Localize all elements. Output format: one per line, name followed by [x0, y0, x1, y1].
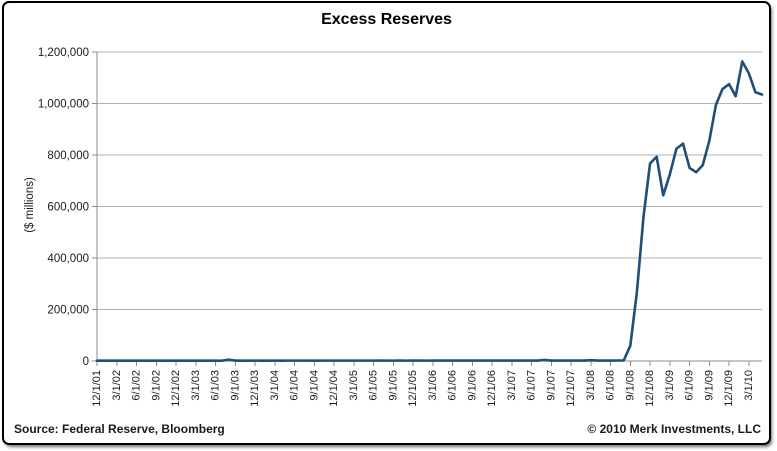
x-tick-label: 12/1/06 — [486, 370, 498, 407]
source-note: Source: Federal Reserve, Bloomberg — [14, 422, 225, 436]
data-line — [95, 60, 764, 362]
x-tick-label: 9/1/05 — [387, 370, 399, 401]
x-tick-label: 3/1/02 — [111, 370, 123, 401]
y-tick-label: 800,000 — [47, 150, 89, 162]
x-tick-label: 12/1/02 — [170, 370, 182, 407]
x-tick-label: 9/1/07 — [545, 370, 557, 401]
y-tick-label: 600,000 — [47, 202, 89, 214]
y-tick-label: 0 — [83, 356, 89, 368]
x-tick-label: 3/1/04 — [269, 370, 281, 401]
x-tick-label: 9/1/02 — [150, 370, 162, 401]
x-tick-label: 6/1/03 — [210, 370, 222, 401]
x-tick-label: 3/1/07 — [506, 370, 518, 401]
x-tick-label: 12/1/01 — [91, 370, 103, 407]
x-tick-label: 3/1/08 — [585, 370, 597, 401]
x-tick-label: 3/1/09 — [664, 370, 676, 401]
x-tick-label: 12/1/05 — [407, 370, 419, 407]
y-tick-label: 1,000,000 — [38, 99, 89, 111]
x-tick-label: 3/1/03 — [190, 370, 202, 401]
x-tick-label: 6/1/02 — [131, 370, 143, 401]
x-tick-label: 9/1/04 — [308, 370, 320, 401]
x-tick-label: 9/1/09 — [703, 370, 715, 401]
x-tick-label: 6/1/05 — [368, 370, 380, 401]
x-tick-label: 12/1/07 — [565, 370, 577, 407]
x-tick-label: 3/1/05 — [348, 370, 360, 401]
x-tick-label: 6/1/07 — [526, 370, 538, 401]
x-tick-label: 12/1/09 — [723, 370, 735, 407]
x-tick-label: 6/1/04 — [289, 370, 301, 401]
x-tick-label: 9/1/03 — [229, 370, 241, 401]
y-tick-label: 200,000 — [47, 305, 89, 317]
x-tick-label: 12/1/08 — [644, 370, 656, 407]
chart-title: Excess Reserves — [321, 11, 452, 28]
y-tick-label: 400,000 — [47, 253, 89, 265]
chart-figure: Excess Reserves ($ millions) 0 200,000 400… — [2, 1, 771, 445]
x-tick-label: 12/1/03 — [249, 370, 261, 407]
copyright-note: © 2010 Merk Investments, LLC — [587, 422, 761, 436]
x-tick-label: 3/1/10 — [743, 370, 755, 401]
x-tick-label: 9/1/06 — [466, 370, 478, 401]
x-tick-label: 6/1/08 — [605, 370, 617, 401]
x-tick-label: 12/1/04 — [328, 370, 340, 407]
x-tick-label: 6/1/09 — [684, 370, 696, 401]
plot-area: 0 200,000 400,000 600,000 800,000 1,000,000 1,… — [38, 47, 764, 407]
y-tick-label: 1,200,000 — [38, 47, 89, 59]
x-tick-label: 9/1/08 — [624, 370, 636, 401]
x-tick-label: 3/1/06 — [427, 370, 439, 401]
x-tick-label: 6/1/06 — [447, 370, 459, 401]
